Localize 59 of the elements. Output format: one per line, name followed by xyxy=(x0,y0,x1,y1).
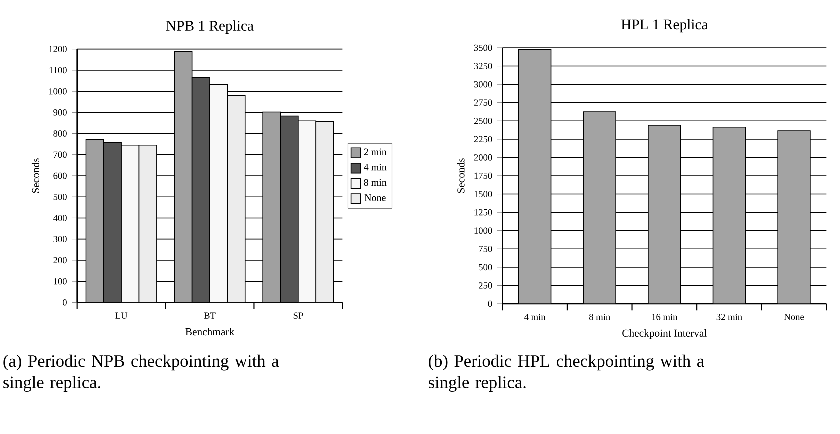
x-axis-title: Benchmark xyxy=(186,328,235,336)
legend-label: 8 min xyxy=(364,179,387,186)
y-tick-label: 1500 xyxy=(474,191,492,198)
x-tick-label: 32 min xyxy=(716,314,742,320)
x-tick-label: SP xyxy=(294,312,304,319)
bar xyxy=(192,77,210,303)
chart-title: HPL 1 Replica xyxy=(622,19,708,33)
y-tick-label: 3000 xyxy=(474,81,492,88)
x-tick-label: LU xyxy=(116,312,128,319)
y-tick-label: 1200 xyxy=(49,46,67,52)
y-tick-label: 600 xyxy=(54,172,67,180)
y-tick-label: 300 xyxy=(54,236,67,242)
bar xyxy=(583,112,616,304)
x-tick-label: 16 min xyxy=(652,314,678,320)
text: (a) Periodic NPB checkpointing with a single replica. xyxy=(4,354,280,392)
y-tick-label: 500 xyxy=(479,264,492,271)
bar xyxy=(174,51,193,303)
y-tick-label: 250 xyxy=(479,282,492,289)
y-tick-label: 2250 xyxy=(474,136,492,143)
y-tick-label: 2500 xyxy=(474,118,492,124)
y-tick-label: 0 xyxy=(488,300,492,308)
y-tick-label: 500 xyxy=(54,194,67,200)
y-tick-label: 1000 xyxy=(474,228,492,234)
x-axis-title: Checkpoint Interval xyxy=(622,329,707,340)
y-tick-label: 900 xyxy=(54,110,67,116)
x-tick-label: 8 min xyxy=(589,314,610,320)
bar xyxy=(518,49,552,304)
legend-label: 2 min xyxy=(364,148,387,156)
bar xyxy=(86,139,104,303)
bar xyxy=(712,126,746,304)
bar xyxy=(103,142,122,303)
y-tick-label: 200 xyxy=(54,257,67,264)
bar xyxy=(778,130,811,304)
y-tick-label: 3250 xyxy=(474,63,492,70)
legend-label: None xyxy=(364,194,386,202)
x-tick-label: None xyxy=(784,314,804,320)
bar xyxy=(262,112,282,303)
text: (b) Periodic HPL checkpointing with a single replica. xyxy=(428,354,704,392)
y-tick-label: 1000 xyxy=(49,88,67,95)
y-axis-title: Seconds xyxy=(457,158,465,194)
legend-label: 4 min xyxy=(364,164,387,171)
y-tick-label: 2750 xyxy=(474,100,492,106)
y-tick-label: 1750 xyxy=(474,172,492,180)
x-tick-label: 4 min xyxy=(524,314,546,320)
y-tick-label: 3500 xyxy=(474,44,492,52)
y-tick-label: 700 xyxy=(54,152,67,158)
bar xyxy=(280,116,299,303)
bar xyxy=(648,125,682,304)
y-tick-label: 1250 xyxy=(474,209,492,216)
y-tick-label: 400 xyxy=(53,215,67,222)
x-tick-label: BT xyxy=(204,312,216,319)
chart-title: NPB 1 Replica xyxy=(166,20,254,34)
y-tick-label: 750 xyxy=(479,246,492,252)
y-tick-label: 0 xyxy=(62,300,67,306)
y-tick-label: 2000 xyxy=(474,154,492,161)
y-tick-label: 1100 xyxy=(50,67,67,74)
y-axis-title: Seconds xyxy=(32,158,40,194)
y-tick-label: 100 xyxy=(54,278,67,285)
y-tick-label: 800 xyxy=(54,130,67,137)
